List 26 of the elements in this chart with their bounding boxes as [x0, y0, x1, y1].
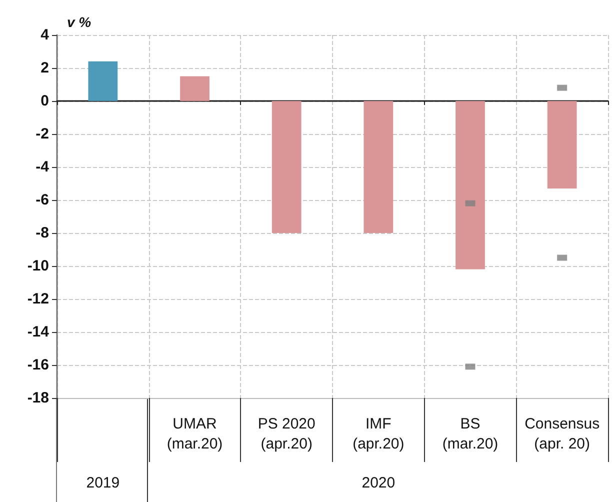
y-tick-label: -12: [27, 290, 49, 308]
bar: [456, 101, 485, 270]
bar: [547, 101, 577, 188]
y-tick-label: 4: [40, 26, 50, 44]
x-tick-label: IMF (apr.20): [352, 416, 404, 452]
y-tick-label: -18: [27, 390, 49, 406]
bar: [88, 61, 118, 101]
y-tick-label: -2: [36, 126, 49, 142]
text: 2019: [86, 474, 120, 492]
bar: [180, 76, 210, 101]
x-tick-label: PS 2020 (apr.20): [258, 416, 316, 452]
y-tick-label: -10: [27, 258, 49, 274]
bar: [272, 101, 302, 233]
text: 2020: [362, 474, 396, 492]
y-tick-label: -16: [27, 356, 49, 374]
y-tick-label: -4: [36, 158, 50, 176]
y-tick-label: -8: [36, 224, 49, 242]
y-tick-label: -14: [27, 324, 50, 340]
x-tick-label: Consensus (apr. 20): [524, 416, 600, 452]
y-axis-title: v %: [67, 14, 92, 30]
bar: [364, 101, 394, 233]
x-tick-label: UMAR (mar.20): [166, 416, 223, 452]
y-tick-label: 0: [40, 92, 49, 110]
y-tick-label: -6: [36, 192, 49, 208]
x-tick-label: BS (mar.20): [442, 416, 498, 452]
y-tick-label: 2: [40, 60, 49, 76]
